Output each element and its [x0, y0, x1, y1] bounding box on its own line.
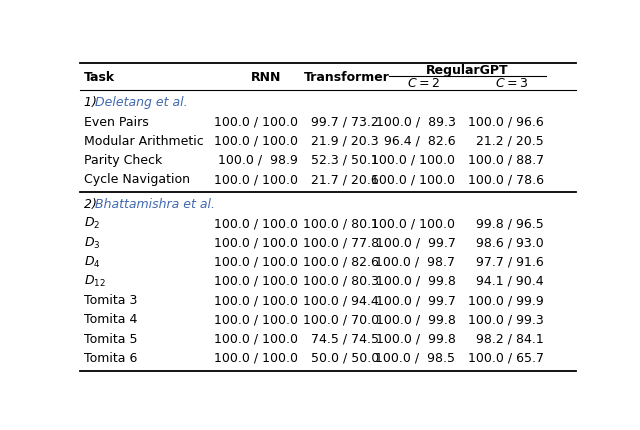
Text: 100.0 / 100.0: 100.0 / 100.0	[214, 313, 298, 326]
Text: $C = 2$: $C = 2$	[407, 77, 440, 90]
Text: RNN: RNN	[251, 71, 281, 83]
Text: $C = 3$: $C = 3$	[495, 77, 528, 90]
Text: 100.0 / 100.0: 100.0 / 100.0	[371, 217, 456, 230]
Text: Parity Check: Parity Check	[84, 154, 162, 167]
Text: 100.0 / 100.0: 100.0 / 100.0	[214, 332, 298, 346]
Text: 100.0 / 100.0: 100.0 / 100.0	[371, 154, 456, 167]
Text: 100.0 / 88.7: 100.0 / 88.7	[468, 154, 544, 167]
Text: 100.0 /  98.5: 100.0 / 98.5	[376, 352, 456, 365]
Text: 96.4 /  82.6: 96.4 / 82.6	[384, 135, 456, 148]
Text: Deletang et al.: Deletang et al.	[95, 96, 188, 109]
Text: Transformer: Transformer	[304, 71, 390, 83]
Text: 100.0 /  99.7: 100.0 / 99.7	[376, 237, 456, 249]
Text: Tomita 4: Tomita 4	[84, 313, 138, 326]
Text: 100.0 / 99.9: 100.0 / 99.9	[468, 294, 544, 307]
Text: 52.3 / 50.1: 52.3 / 50.1	[311, 154, 379, 167]
Text: Tomita 5: Tomita 5	[84, 332, 138, 346]
Text: 100.0 / 80.3: 100.0 / 80.3	[303, 275, 379, 288]
Text: $D_{12}$: $D_{12}$	[84, 274, 106, 289]
Text: Tomita 3: Tomita 3	[84, 294, 138, 307]
Text: 100.0 / 100.0: 100.0 / 100.0	[214, 352, 298, 365]
Text: 74.5 / 74.5: 74.5 / 74.5	[311, 332, 379, 346]
Text: 100.0 / 70.0: 100.0 / 70.0	[303, 313, 379, 326]
Text: 100.0 / 96.6: 100.0 / 96.6	[468, 116, 544, 129]
Text: 100.0 /  98.7: 100.0 / 98.7	[376, 256, 456, 269]
Text: 99.8 / 96.5: 99.8 / 96.5	[476, 217, 544, 230]
Text: 100.0 /  99.8: 100.0 / 99.8	[376, 313, 456, 326]
Text: $D_{4}$: $D_{4}$	[84, 255, 100, 270]
Text: 97.7 / 91.6: 97.7 / 91.6	[476, 256, 544, 269]
Text: 50.0 / 50.0: 50.0 / 50.0	[311, 352, 379, 365]
Text: Task: Task	[84, 71, 115, 83]
Text: 100.0 / 100.0: 100.0 / 100.0	[214, 217, 298, 230]
Text: 98.2 / 84.1: 98.2 / 84.1	[476, 332, 544, 346]
Text: 100.0 /  99.7: 100.0 / 99.7	[376, 294, 456, 307]
Text: 100.0 / 100.0: 100.0 / 100.0	[214, 294, 298, 307]
Text: 94.1 / 90.4: 94.1 / 90.4	[476, 275, 544, 288]
Text: Even Pairs: Even Pairs	[84, 116, 148, 129]
Text: $D_{2}$: $D_{2}$	[84, 216, 100, 231]
Text: 100.0 / 100.0: 100.0 / 100.0	[214, 173, 298, 186]
Text: 100.0 / 100.0: 100.0 / 100.0	[371, 173, 456, 186]
Text: 98.6 / 93.0: 98.6 / 93.0	[476, 237, 544, 249]
Text: 100.0 / 100.0: 100.0 / 100.0	[214, 135, 298, 148]
Text: 100.0 / 100.0: 100.0 / 100.0	[214, 237, 298, 249]
Text: 100.0 /  99.8: 100.0 / 99.8	[376, 332, 456, 346]
Text: 100.0 / 94.4: 100.0 / 94.4	[303, 294, 379, 307]
Text: Bhattamishra et al.: Bhattamishra et al.	[95, 198, 215, 211]
Text: 100.0 /  89.3: 100.0 / 89.3	[376, 116, 456, 129]
Text: 100.0 / 100.0: 100.0 / 100.0	[214, 256, 298, 269]
Text: 99.7 / 73.2: 99.7 / 73.2	[311, 116, 379, 129]
Text: 100.0 /  99.8: 100.0 / 99.8	[376, 275, 456, 288]
Text: 100.0 / 100.0: 100.0 / 100.0	[214, 116, 298, 129]
Text: 100.0 / 77.8: 100.0 / 77.8	[303, 237, 379, 249]
Text: $D_{3}$: $D_{3}$	[84, 236, 100, 251]
Text: 100.0 / 78.6: 100.0 / 78.6	[468, 173, 544, 186]
Text: 21.2 / 20.5: 21.2 / 20.5	[476, 135, 544, 148]
Text: 1): 1)	[84, 96, 101, 109]
Text: RegularGPT: RegularGPT	[426, 64, 509, 77]
Text: 100.0 / 80.1: 100.0 / 80.1	[303, 217, 379, 230]
Text: 2): 2)	[84, 198, 101, 211]
Text: 100.0 / 82.6: 100.0 / 82.6	[303, 256, 379, 269]
Text: Cycle Navigation: Cycle Navigation	[84, 173, 190, 186]
Text: 21.7 / 20.6: 21.7 / 20.6	[311, 173, 379, 186]
Text: 100.0 / 100.0: 100.0 / 100.0	[214, 275, 298, 288]
Text: Modular Arithmetic: Modular Arithmetic	[84, 135, 204, 148]
Text: 100.0 / 65.7: 100.0 / 65.7	[468, 352, 544, 365]
Text: 100.0 / 99.3: 100.0 / 99.3	[468, 313, 544, 326]
Text: 100.0 /  98.9: 100.0 / 98.9	[218, 154, 298, 167]
Text: 21.9 / 20.3: 21.9 / 20.3	[312, 135, 379, 148]
Text: Tomita 6: Tomita 6	[84, 352, 138, 365]
